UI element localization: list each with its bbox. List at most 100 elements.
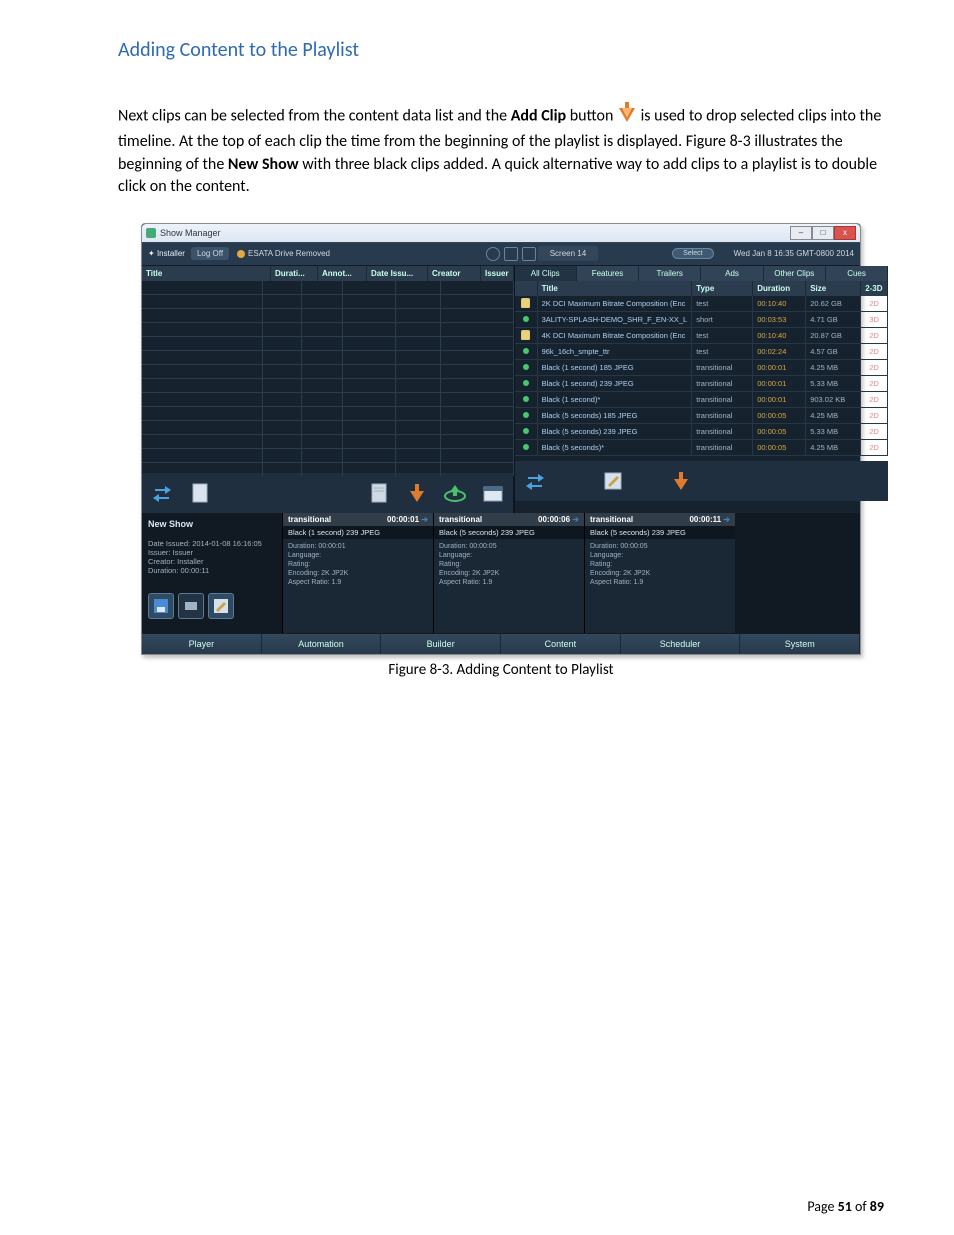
swap-icon[interactable] <box>148 479 176 507</box>
show-issuer: Issuer: Issuer <box>148 548 276 557</box>
table-row[interactable] <box>142 309 514 323</box>
content-row[interactable]: 96k_16ch_smpte_ttrtest00:02:244.57 GB2D <box>515 344 889 360</box>
nav-content[interactable]: Content <box>501 634 621 654</box>
status-dot-icon <box>523 316 529 322</box>
content-row[interactable]: 3ALITY-SPLASH-DEMO_SHR_F_EN-XX_Lshort00:… <box>515 312 889 328</box>
left-table-header: Title Durati... Annot... Date Issu... Cr… <box>142 266 514 281</box>
logoff-button[interactable]: Log Off <box>191 247 229 260</box>
cloud-icon[interactable] <box>522 247 536 261</box>
tab-other-clips[interactable]: Other Clips <box>764 266 826 281</box>
film-icon[interactable] <box>178 593 204 619</box>
table-row[interactable] <box>142 435 514 449</box>
status-dot-icon <box>523 444 529 450</box>
edit-icon[interactable] <box>599 467 627 495</box>
col-type[interactable]: Type <box>692 281 753 296</box>
save-icon[interactable] <box>148 593 174 619</box>
table-row[interactable] <box>142 337 514 351</box>
right-icon-row <box>515 461 889 501</box>
status-dot-icon <box>523 380 529 386</box>
tab-features[interactable]: Features <box>577 266 639 281</box>
timeline-clips: transitional00:00:01 ➔Black (1 second) 2… <box>282 513 860 633</box>
tab-all-clips[interactable]: All Clips <box>515 266 577 281</box>
close-button[interactable]: x <box>834 226 856 240</box>
select-button[interactable]: Select <box>672 248 713 259</box>
show-dur: Duration: 00:00:11 <box>148 566 276 575</box>
col-title-r[interactable]: Title <box>538 281 693 296</box>
nav-player[interactable]: Player <box>142 634 262 654</box>
table-row[interactable] <box>142 393 514 407</box>
table-row[interactable] <box>142 407 514 421</box>
add-clip-button[interactable] <box>667 467 695 495</box>
show-issued: Date Issued: 2014-01-08 16:16:05 <box>148 539 276 548</box>
table-row[interactable] <box>142 379 514 393</box>
nav-automation[interactable]: Automation <box>262 634 382 654</box>
content-row[interactable]: Black (1 second) 239 JPEGtransitional00:… <box>515 376 889 392</box>
table-row[interactable] <box>142 323 514 337</box>
tab-cues[interactable]: Cues <box>826 266 888 281</box>
swap-icon-r[interactable] <box>521 467 549 495</box>
maximize-button[interactable]: □ <box>812 226 834 240</box>
status-dot-icon <box>523 412 529 418</box>
figure-caption: Figure 8-3. Adding Content to Playlist <box>118 661 884 679</box>
tab-trailers[interactable]: Trailers <box>639 266 701 281</box>
content-row[interactable]: 4K DCI Maximum Bitrate Composition (Enct… <box>515 328 889 344</box>
app-body: Title Durati... Annot... Date Issu... Cr… <box>142 266 860 513</box>
table-row[interactable] <box>142 281 514 295</box>
timeline-clip[interactable]: transitional00:00:11 ➔Black (5 seconds) … <box>584 513 735 633</box>
doc-icon-2[interactable] <box>365 479 393 507</box>
table-row[interactable] <box>142 365 514 379</box>
lock-icon <box>521 330 530 340</box>
content-row[interactable]: 2K DCI Maximum Bitrate Composition (Enct… <box>515 296 889 312</box>
col-date[interactable]: Date Issu... <box>367 266 428 281</box>
timeline-clip[interactable]: transitional00:00:01 ➔Black (1 second) 2… <box>282 513 433 633</box>
para-bold-addclip: Add Clip <box>511 107 566 126</box>
table-row[interactable] <box>142 421 514 435</box>
col-annot[interactable]: Annot... <box>318 266 367 281</box>
content-row[interactable]: Black (5 seconds) 185 JPEGtransitional00… <box>515 408 889 424</box>
help-icon[interactable] <box>486 247 500 261</box>
screen-indicator[interactable]: Screen 14 <box>538 246 598 261</box>
page-label: Page <box>807 1198 837 1215</box>
document-page: Adding Content to the Playlist Next clip… <box>0 0 954 1235</box>
window-titlebar: Show Manager – □ x <box>142 224 860 242</box>
table-row[interactable] <box>142 449 514 463</box>
upload-icon[interactable] <box>441 479 469 507</box>
table-row[interactable] <box>142 351 514 365</box>
esata-label: ESATA Drive Removed <box>248 249 330 258</box>
nav-system[interactable]: System <box>740 634 860 654</box>
right-rows: 2K DCI Maximum Bitrate Composition (Enct… <box>515 296 889 461</box>
note-icon[interactable] <box>208 593 234 619</box>
col-size[interactable]: Size <box>806 281 861 296</box>
tab-ads[interactable]: Ads <box>701 266 763 281</box>
table-row[interactable] <box>142 463 514 477</box>
table-row[interactable] <box>142 295 514 309</box>
lock-icon <box>521 298 530 308</box>
col-title[interactable]: Title <box>142 266 271 281</box>
minimize-button[interactable]: – <box>790 226 812 240</box>
doc-icon-1[interactable] <box>186 479 214 507</box>
para-text: Next clips can be selected from the cont… <box>118 107 511 126</box>
col-creator[interactable]: Creator <box>428 266 481 281</box>
timeline-clip[interactable]: transitional00:00:06 ➔Black (5 seconds) … <box>433 513 584 633</box>
status-dot-icon <box>523 348 529 354</box>
content-row[interactable]: Black (1 second)*transitional00:00:01903… <box>515 392 889 408</box>
content-row[interactable]: Black (1 second) 185 JPEGtransitional00:… <box>515 360 889 376</box>
col-2d3d[interactable]: 2-3D <box>861 281 888 296</box>
para-bold-newshow: New Show <box>228 155 299 174</box>
show-creator: Creator: Installer <box>148 557 276 566</box>
header-timestamp: Wed Jan 8 16:35 GMT-0800 2014 <box>734 249 854 258</box>
down-arrow-icon[interactable] <box>403 479 431 507</box>
bottom-nav: PlayerAutomationBuilderContentSchedulerS… <box>142 633 860 654</box>
app-icon <box>146 228 156 238</box>
status-dot-icon <box>523 364 529 370</box>
print-icon[interactable] <box>504 247 518 261</box>
nav-builder[interactable]: Builder <box>381 634 501 654</box>
page-number: Page 51 of 89 <box>807 1198 884 1215</box>
content-row[interactable]: Black (5 seconds) 239 JPEGtransitional00… <box>515 424 889 440</box>
col-issuer[interactable]: Issuer <box>481 266 514 281</box>
content-row[interactable]: Black (5 seconds)*transitional00:00:054.… <box>515 440 889 456</box>
col-dur[interactable]: Duration <box>753 281 806 296</box>
col-duration[interactable]: Durati... <box>271 266 318 281</box>
calendar-icon[interactable] <box>479 479 507 507</box>
nav-scheduler[interactable]: Scheduler <box>621 634 741 654</box>
